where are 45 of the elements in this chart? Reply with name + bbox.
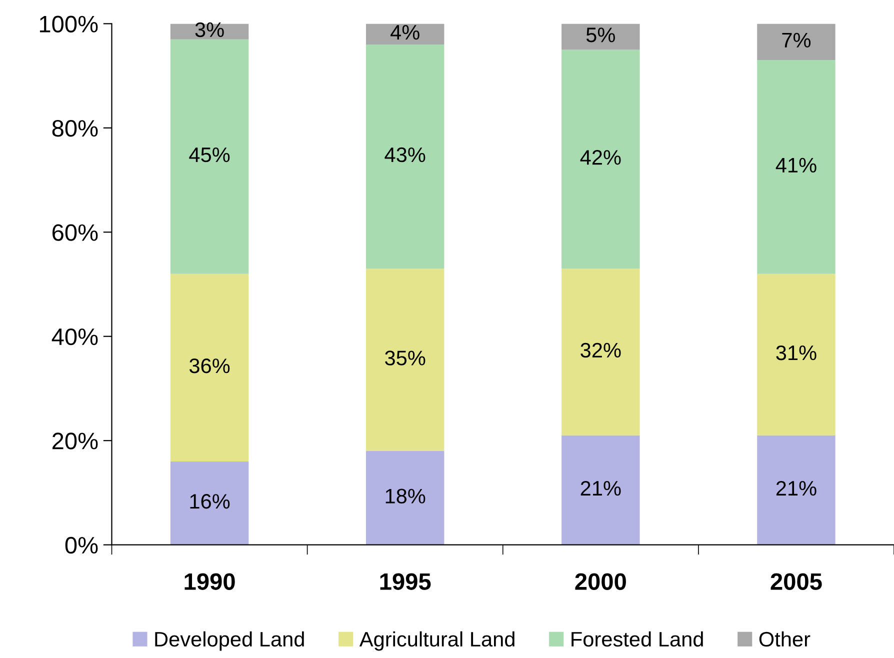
data-label: 31%: [776, 345, 816, 360]
y-tick-label: 80%: [52, 120, 98, 137]
bar: [366, 268, 444, 452]
bar: [170, 461, 249, 545]
bar: [562, 435, 640, 545]
bar: [757, 24, 836, 60]
data-label: 21%: [580, 480, 621, 496]
data-label: 35%: [385, 350, 426, 366]
data-label: 36%: [189, 358, 230, 374]
legend-label: Developed Land: [155, 631, 304, 651]
data-label: 3%: [195, 22, 224, 38]
legend-label: Other: [759, 631, 810, 647]
data-label: 5%: [586, 28, 615, 42]
data-label: 16%: [190, 494, 230, 509]
y-tick-label: 100%: [40, 16, 98, 32]
bar: [757, 435, 836, 545]
bar: [562, 50, 640, 269]
y-tick-label: 40%: [52, 328, 98, 346]
bar: [366, 24, 444, 45]
x-tick-label: 2005: [770, 573, 822, 590]
x-tick-label: 2000: [575, 573, 626, 590]
bar: [170, 39, 249, 274]
bar: [170, 274, 249, 462]
data-label: 43%: [384, 147, 426, 162]
bar: [562, 24, 640, 50]
bar: [366, 451, 444, 545]
data-label: 41%: [776, 158, 816, 173]
y-tick-label: 20%: [52, 432, 98, 450]
y-tick-label: 0%: [65, 536, 98, 554]
data-label: 4%: [390, 25, 420, 40]
y-tick-label: 60%: [52, 224, 98, 241]
x-tick-label: 1990: [184, 573, 235, 590]
data-label: 21%: [776, 480, 816, 496]
data-label: 42%: [580, 150, 621, 165]
bar: [562, 268, 640, 436]
bar: [757, 60, 836, 274]
bar: [366, 44, 444, 269]
data-label: 18%: [386, 488, 426, 504]
legend-label: Forested Land: [572, 631, 703, 647]
data-label: 7%: [782, 32, 811, 48]
data-label: 45%: [189, 148, 230, 162]
x-tick-label: 1995: [380, 573, 431, 590]
bar: [757, 274, 836, 436]
data-label: 32%: [580, 342, 621, 358]
legend-label: Agricultural Land: [359, 631, 514, 651]
